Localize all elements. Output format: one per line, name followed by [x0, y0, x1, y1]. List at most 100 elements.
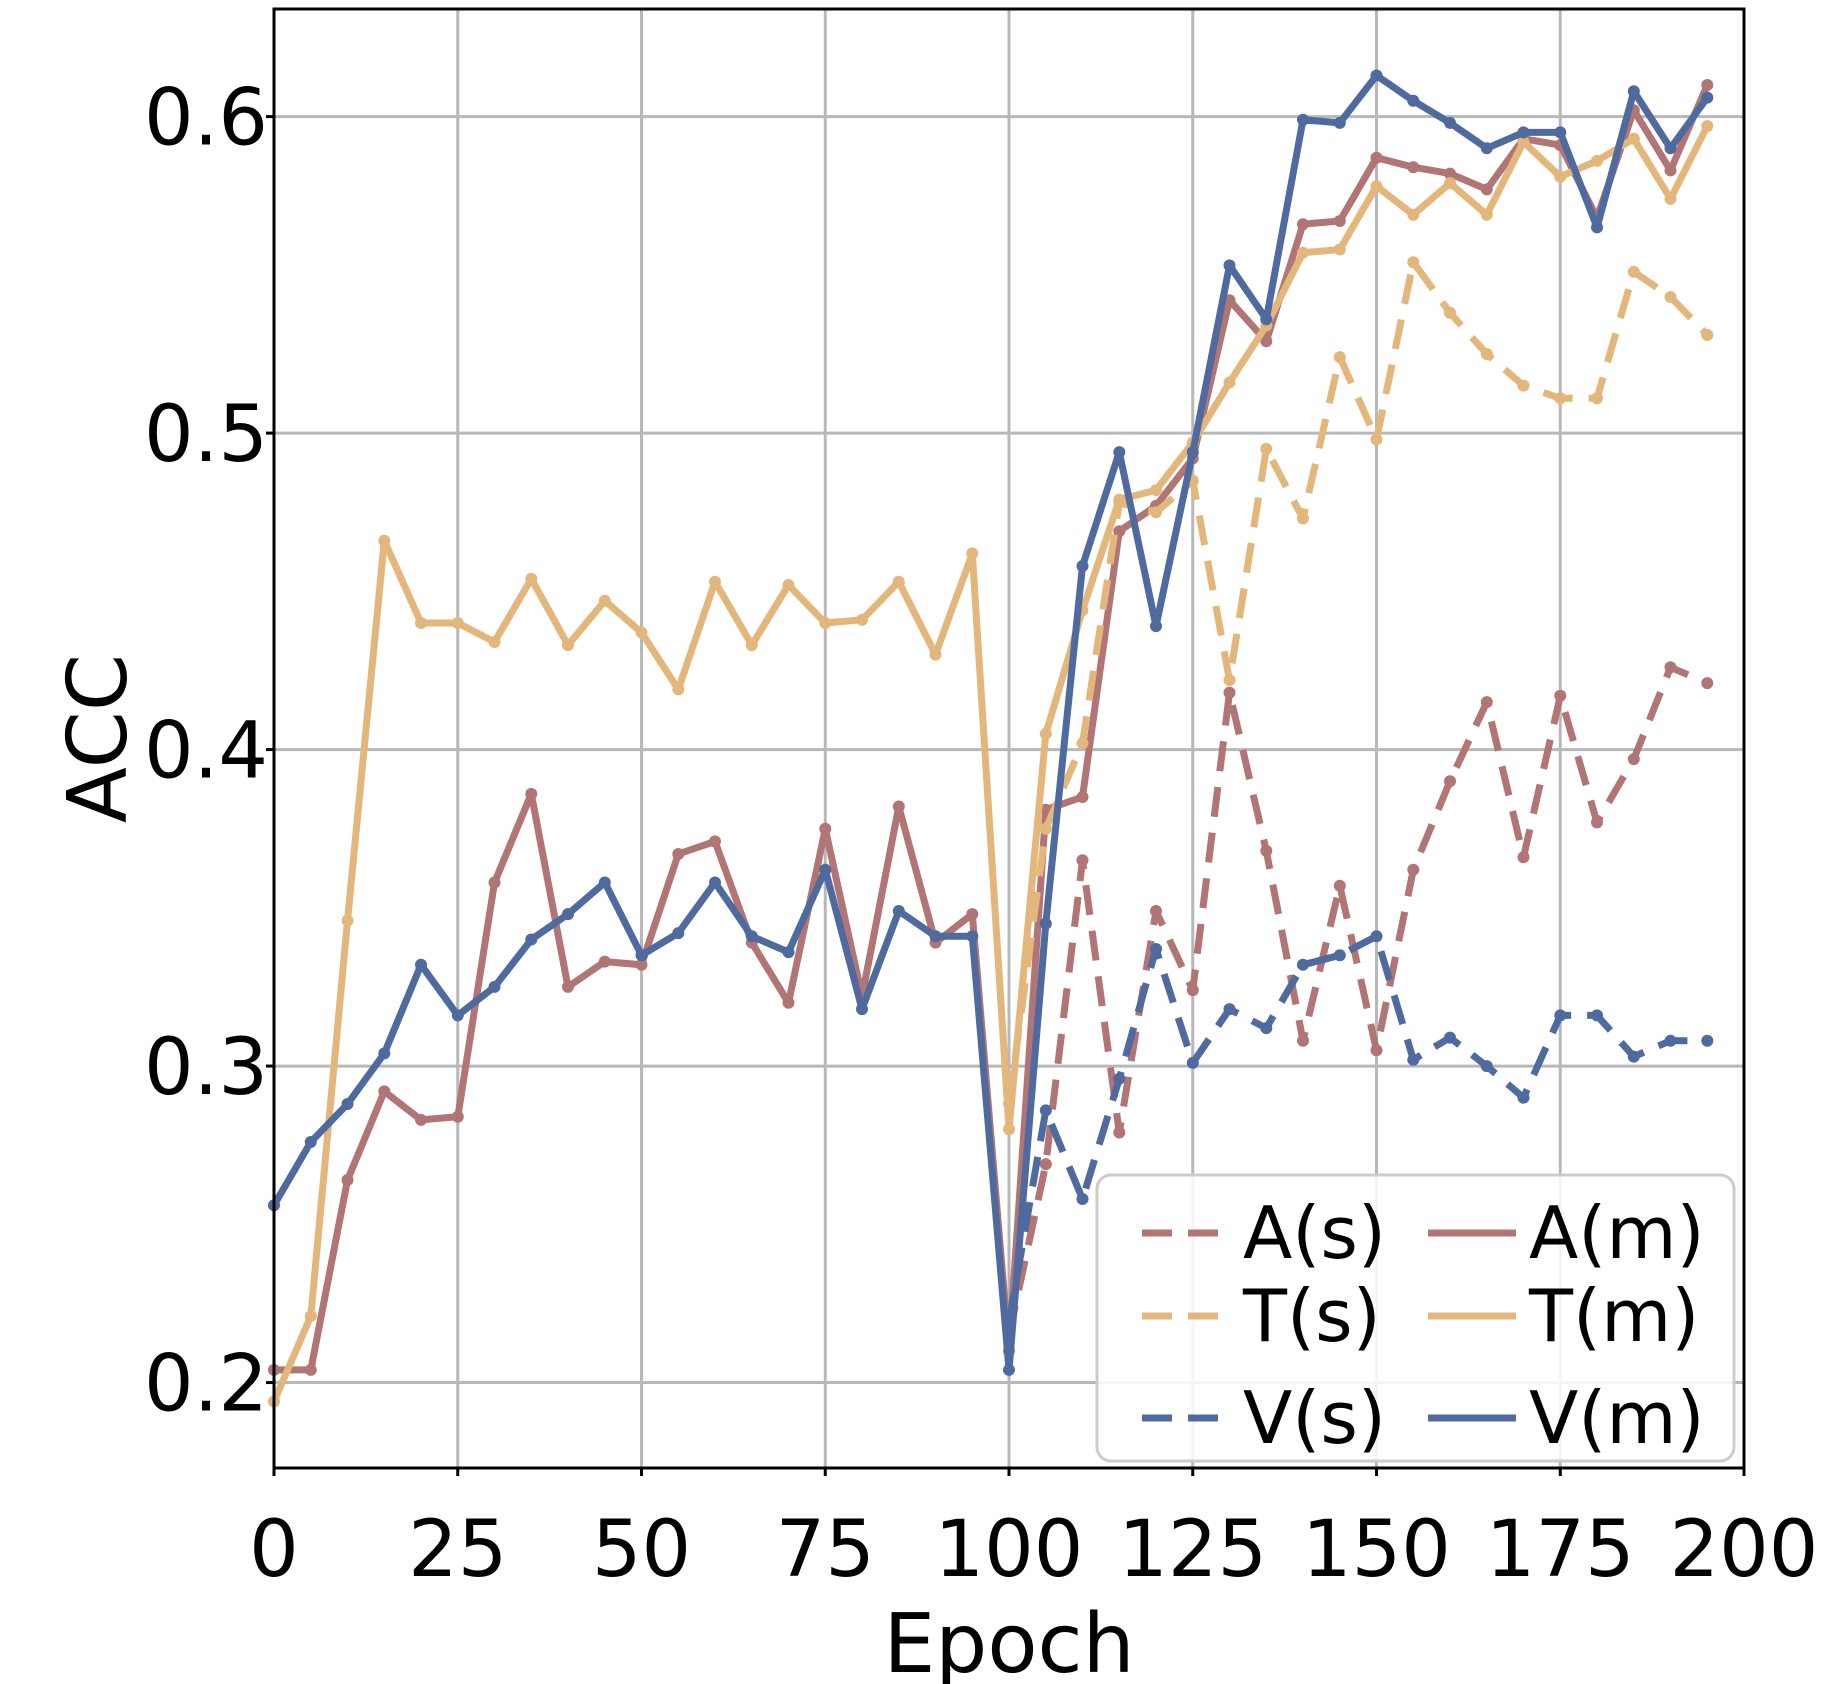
- data-point-t-s: [1150, 506, 1162, 519]
- data-point-t-m: [709, 575, 721, 588]
- series-t-s: [1003, 256, 1714, 1110]
- data-point-v-s: [1223, 1003, 1236, 1016]
- data-point-t-s: [1039, 822, 1052, 835]
- data-point-a-m: [1333, 215, 1346, 227]
- data-point-t-m: [1003, 1123, 1015, 1136]
- data-point-t-s: [1297, 512, 1309, 525]
- data-point-v-m: [1297, 113, 1309, 126]
- data-point-v-s: [1113, 1072, 1126, 1085]
- data-point-t-s: [1701, 329, 1714, 341]
- series-line-v-m: [270, 72, 1711, 1374]
- data-point-t-m: [782, 579, 795, 591]
- data-point-t-s: [1554, 392, 1567, 405]
- series-v-m: [268, 69, 1714, 1376]
- x-tick-label: 25: [408, 1505, 507, 1595]
- data-point-a-s: [1333, 879, 1346, 892]
- data-point-a-s: [1444, 775, 1456, 788]
- data-point-a-s: [1297, 1034, 1309, 1047]
- data-point-v-m: [1444, 116, 1456, 129]
- data-point-a-m: [1113, 525, 1126, 538]
- data-point-v-s: [1627, 1050, 1640, 1063]
- data-point-v-m: [1150, 620, 1162, 633]
- data-point-a-m: [598, 955, 611, 968]
- data-point-v-m: [1039, 917, 1052, 930]
- data-point-t-m: [1223, 376, 1236, 389]
- data-point-a-m: [635, 958, 648, 971]
- data-point-v-m: [709, 876, 721, 889]
- data-point-v-s: [1039, 1104, 1052, 1117]
- data-point-a-s: [1186, 984, 1199, 997]
- data-point-v-m: [1260, 313, 1273, 326]
- legend-box: [1095, 1173, 1736, 1463]
- data-point-a-m: [1260, 335, 1273, 348]
- data-point-a-m: [782, 996, 795, 1009]
- data-point-a-m: [1444, 167, 1456, 180]
- data-point-t-m: [488, 636, 501, 648]
- data-point-t-s: [1407, 256, 1420, 269]
- data-point-a-s: [1480, 696, 1493, 709]
- data-point-t-m: [1407, 208, 1420, 221]
- data-point-t-m: [598, 594, 611, 607]
- data-point-t-m: [819, 617, 832, 629]
- data-point-a-s: [1370, 1044, 1383, 1057]
- data-point-v-s: [1370, 930, 1383, 943]
- data-point-v-m: [1370, 69, 1383, 82]
- data-point-v-m: [488, 980, 501, 993]
- data-point-a-s: [1076, 854, 1089, 867]
- data-point-v-m: [966, 930, 979, 943]
- data-point-t-m: [304, 1310, 317, 1323]
- data-point-a-s: [1591, 816, 1603, 829]
- data-point-t-s: [1591, 392, 1603, 405]
- data-point-v-s: [1297, 958, 1309, 971]
- data-point-t-s: [1627, 265, 1640, 278]
- data-point-t-m: [1554, 170, 1567, 183]
- data-point-v-m: [745, 930, 758, 943]
- data-point-a-m: [819, 822, 832, 835]
- data-point-t-m: [341, 914, 354, 927]
- data-point-a-m: [709, 835, 721, 848]
- data-point-v-m: [1003, 1363, 1015, 1376]
- data-point-t-m: [1113, 493, 1126, 506]
- data-point-t-m: [1039, 727, 1052, 740]
- x-tick-label: 0: [249, 1505, 299, 1595]
- data-point-a-m: [1407, 161, 1420, 174]
- data-point-t-m: [856, 613, 868, 626]
- data-point-v-m: [341, 1098, 354, 1110]
- data-point-t-m: [966, 547, 979, 560]
- data-point-t-s: [1076, 737, 1089, 750]
- x-tick-label: 50: [592, 1505, 691, 1595]
- data-point-v-m: [1591, 221, 1603, 234]
- data-point-t-m: [745, 639, 758, 652]
- data-point-v-m: [929, 930, 942, 943]
- data-point-v-m: [1517, 126, 1530, 139]
- y-tick-label: 0.4: [144, 707, 268, 797]
- data-point-v-s: [1480, 1060, 1493, 1073]
- data-point-t-m: [635, 626, 648, 639]
- series-layer: [268, 69, 1714, 1408]
- data-point-v-m: [415, 958, 427, 971]
- data-point-a-m: [304, 1363, 317, 1376]
- data-point-t-s: [1370, 433, 1383, 446]
- data-point-v-m: [562, 908, 574, 921]
- data-point-a-s: [1223, 686, 1236, 699]
- data-point-a-m: [1039, 803, 1052, 816]
- data-point-t-m: [1370, 180, 1383, 193]
- data-point-t-m: [892, 575, 905, 588]
- data-point-v-m: [598, 876, 611, 889]
- data-point-v-m: [451, 1009, 464, 1022]
- data-point-t-m: [1591, 154, 1603, 167]
- series-v-s: [1003, 930, 1714, 1329]
- data-point-a-m: [378, 1085, 391, 1098]
- data-point-t-m: [525, 572, 538, 585]
- data-point-t-s: [1223, 674, 1236, 686]
- data-point-v-m: [525, 933, 538, 946]
- y-tick-label: 0.6: [144, 74, 268, 164]
- data-point-t-m: [1517, 135, 1530, 148]
- data-point-v-s: [1407, 1053, 1420, 1066]
- data-point-a-s: [1554, 689, 1567, 702]
- y-tick-label: 0.2: [144, 1340, 268, 1430]
- data-point-v-s: [1701, 1034, 1714, 1047]
- data-point-v-m: [1627, 85, 1640, 98]
- series-a-s: [1003, 661, 1714, 1342]
- data-point-t-m: [378, 534, 391, 547]
